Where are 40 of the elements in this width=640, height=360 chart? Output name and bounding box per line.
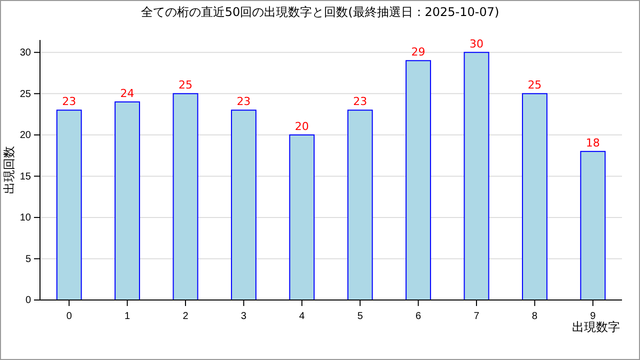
- data-label: 23: [62, 95, 76, 108]
- chart-title: 全ての桁の直近50回の出現数字と回数(最終抽選日：2025-10-07): [140, 5, 500, 19]
- bar: [114, 101, 140, 300]
- x-tick-label: 9: [590, 311, 596, 322]
- x-tick-label: 7: [474, 311, 480, 322]
- bar: [172, 93, 198, 300]
- x-axis-title: 出現数字: [572, 320, 620, 334]
- y-axis-title: 出現回数: [2, 146, 16, 194]
- bar: [580, 150, 606, 300]
- bar: [406, 60, 432, 300]
- x-tick-label: 6: [416, 311, 422, 322]
- data-label: 23: [236, 95, 251, 108]
- x-tick-label: 8: [532, 311, 538, 322]
- x-tick-label: 2: [182, 311, 189, 322]
- data-label: 20: [294, 120, 309, 133]
- data-label: 25: [528, 78, 542, 92]
- data-label: 29: [411, 46, 426, 59]
- bar: [347, 110, 373, 300]
- y-tick-label: 10: [20, 212, 32, 224]
- y-tick-label: 0: [25, 295, 32, 306]
- x-tick-label: 5: [357, 311, 364, 322]
- data-label: 30: [470, 37, 484, 50]
- y-tick-label: 15: [20, 171, 32, 182]
- x-tick-label: 1: [124, 311, 131, 322]
- bar: [464, 52, 490, 300]
- y-tick-label: 20: [20, 130, 32, 142]
- data-label: 25: [178, 78, 192, 92]
- data-label: 24: [120, 86, 134, 100]
- y-tick-label: 25: [20, 88, 32, 100]
- bar: [230, 110, 256, 300]
- data-label: 23: [353, 95, 368, 108]
- bar: [289, 134, 315, 300]
- bar: [56, 110, 82, 300]
- x-tick-label: 3: [240, 311, 247, 322]
- y-tick-label: 30: [20, 48, 32, 59]
- x-tick-label: 0: [66, 311, 72, 322]
- data-label: 18: [586, 136, 600, 150]
- x-tick-label: 4: [299, 311, 306, 322]
- bar: [522, 93, 548, 300]
- y-tick-label: 5: [25, 254, 32, 265]
